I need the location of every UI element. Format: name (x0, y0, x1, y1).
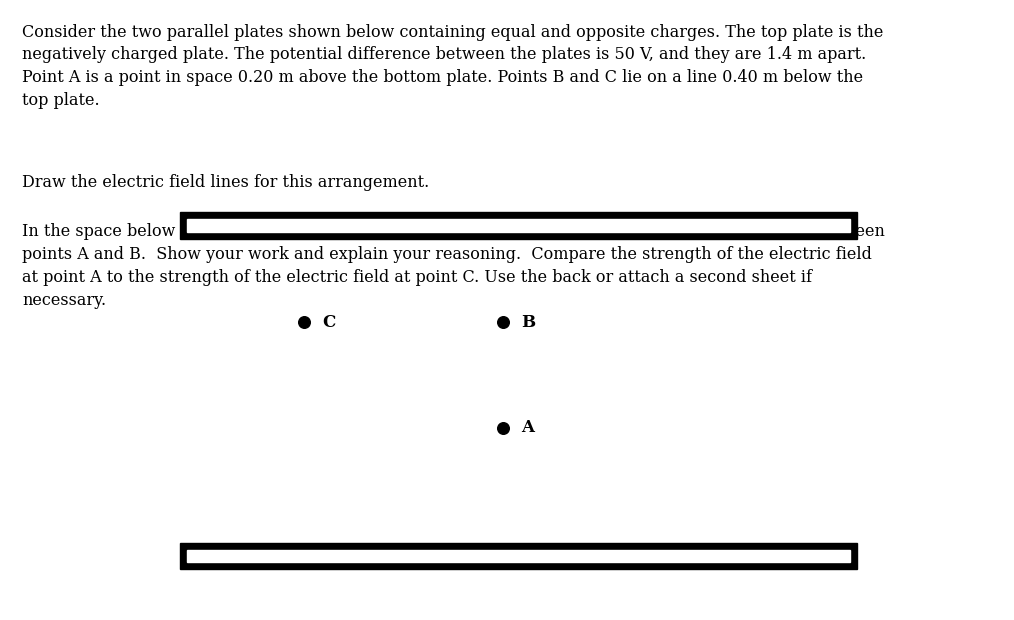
Bar (180, 542, 857, 569)
Text: C: C (322, 314, 336, 331)
Text: Draw the electric field lines for this arrangement.: Draw the electric field lines for this a… (22, 174, 430, 190)
Point (495, 423, 511, 433)
Point (296, 317, 312, 327)
Point (495, 317, 511, 327)
Bar (188, 219, 850, 232)
Text: A: A (521, 419, 534, 436)
Bar (180, 212, 857, 239)
Text: In the space below the figure, answer the following questions. Calculate the pot: In the space below the figure, answer th… (22, 223, 885, 309)
Bar (188, 549, 850, 562)
Text: Consider the two parallel plates shown below containing equal and opposite charg: Consider the two parallel plates shown b… (22, 24, 883, 109)
Text: B: B (521, 314, 535, 331)
